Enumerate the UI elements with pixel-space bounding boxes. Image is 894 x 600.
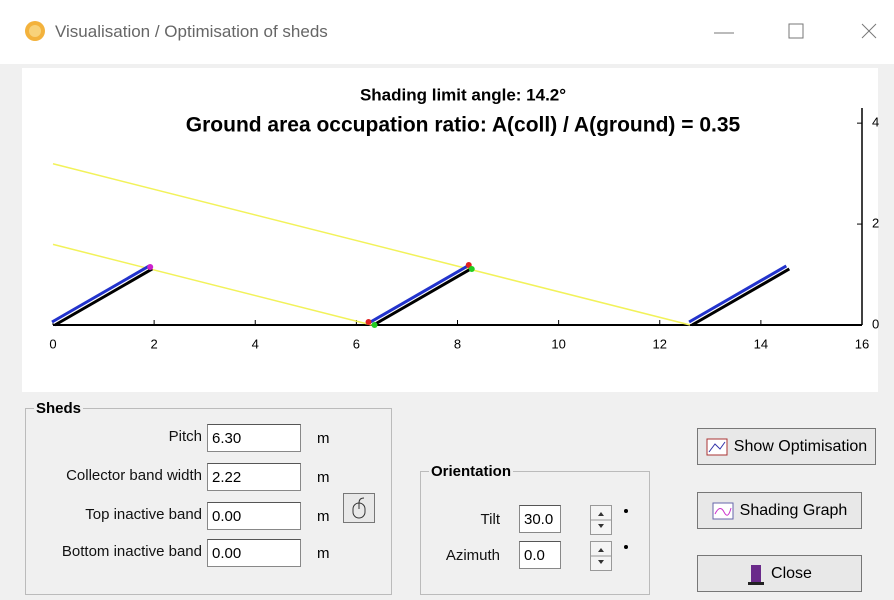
text-input[interactable]: 6.30 [207, 424, 301, 452]
spinner[interactable] [590, 505, 612, 535]
field-label: Collector band width [66, 467, 202, 484]
shading-line [52, 163, 691, 326]
x-tick-label: 10 [551, 336, 565, 351]
field-label: Top inactive band [85, 506, 202, 523]
button[interactable]: Show Optimisation [697, 428, 876, 465]
x-tick-label: 2 [151, 336, 158, 351]
x-tick-label: 8 [454, 336, 461, 351]
field-label: Azimuth [445, 547, 500, 564]
spinner[interactable] [590, 541, 612, 571]
shed-point [468, 265, 475, 272]
y-tick-label: 2 [872, 216, 879, 231]
button-label: Show Optimisation [733, 437, 868, 455]
field-label: Bottom inactive band [61, 543, 202, 560]
orientation-group: Orientation [420, 463, 650, 595]
x-tick-label: 14 [754, 336, 768, 351]
window-controls[interactable] [700, 20, 890, 44]
button-label: Close [771, 564, 812, 582]
marker-dot [624, 509, 628, 513]
x-tick-label: 4 [252, 336, 259, 351]
group-title: Orientation [431, 463, 512, 480]
x-tick-label: 6 [353, 336, 360, 351]
shed-point [365, 319, 372, 325]
chart-title: Shading limit angle: 14.2° [360, 85, 566, 104]
x-tick-label: 0 [49, 336, 56, 351]
shed-back [372, 267, 472, 327]
shed-back [691, 267, 791, 327]
button[interactable]: Close [697, 555, 862, 592]
x-tick-label: 12 [653, 336, 667, 351]
chart-subtitle: Ground area occupation ratio: A(coll) / … [186, 114, 741, 137]
shed-collector [369, 264, 469, 324]
mouse-icon [352, 497, 366, 519]
app-icon [25, 21, 45, 41]
shed-back [54, 267, 153, 327]
unit-label: m [317, 469, 330, 486]
button-icon [712, 502, 734, 519]
field-label: Tilt [480, 511, 500, 528]
y-tick-label: 0 [872, 316, 879, 331]
unit-label: m [317, 508, 330, 525]
unit-label: m [317, 430, 330, 447]
shed-collector [51, 264, 150, 324]
x-tick-label: 16 [855, 336, 869, 351]
y-tick-label: 4 [872, 115, 879, 130]
spin-arrows [591, 512, 611, 528]
group-title: Sheds [36, 400, 82, 417]
unit-label: m [317, 545, 330, 562]
shed-collector [688, 264, 788, 324]
text-input[interactable]: 0.00 [207, 502, 301, 530]
sheds-group: Sheds [25, 400, 392, 595]
field-label: Pitch [168, 428, 202, 445]
button[interactable]: Shading Graph [697, 492, 862, 529]
button-label: Shading Graph [739, 501, 848, 519]
spin-arrows [591, 548, 611, 564]
marker-dot [624, 545, 628, 549]
shed-point [147, 263, 154, 270]
button-icon [706, 438, 728, 455]
text-input[interactable]: 0.0 [519, 541, 561, 569]
shed-point [371, 322, 378, 328]
title-bar: Visualisation / Optimisation of sheds [0, 0, 894, 64]
button-icon [748, 564, 765, 585]
mouse-button[interactable] [343, 493, 375, 523]
text-input[interactable]: 30.0 [519, 505, 561, 533]
window-title: Visualisation / Optimisation of sheds [55, 22, 328, 41]
shading-line [52, 243, 372, 326]
chart: Shading limit angle: 14.2° Ground area o… [22, 68, 879, 392]
text-input[interactable]: 2.22 [207, 463, 301, 491]
text-input[interactable]: 0.00 [207, 539, 301, 567]
chart-background [22, 68, 878, 392]
